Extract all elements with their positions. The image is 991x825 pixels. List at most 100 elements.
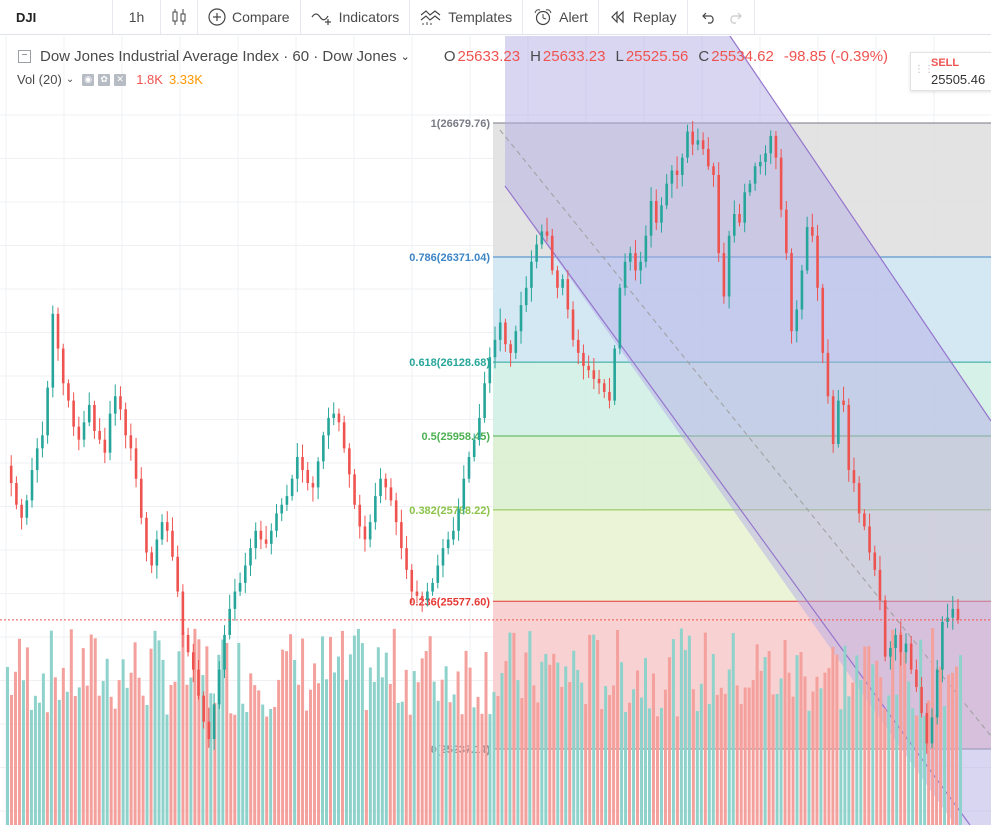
- volume-bar: [237, 643, 241, 825]
- volume-bar: [927, 700, 931, 825]
- volume-bar: [955, 666, 959, 825]
- top-toolbar: DJI 1h Compare Indicators Templates Aler…: [0, 0, 991, 35]
- volume-bar: [540, 661, 544, 825]
- candle-body: [857, 483, 861, 514]
- candle-body: [181, 591, 185, 635]
- chevron-down-icon[interactable]: ⌄: [65, 74, 75, 85]
- volume-bar: [25, 647, 29, 825]
- candle-body: [342, 422, 346, 449]
- replay-button[interactable]: Replay: [599, 0, 688, 34]
- eye-icon[interactable]: ◉: [82, 73, 95, 86]
- compare-button[interactable]: Compare: [198, 0, 301, 34]
- volume-bar: [149, 648, 153, 825]
- volume-bar: [592, 634, 596, 825]
- volume-bar: [935, 714, 939, 825]
- volume-bar: [61, 667, 65, 825]
- redo-button[interactable]: [722, 0, 755, 34]
- chart-pane[interactable]: 1(26679.76) 0.786(26371.04) 0.618(26128.68…: [0, 36, 991, 825]
- volume-bar: [392, 628, 396, 825]
- candle-body: [863, 513, 866, 527]
- candle-body: [25, 500, 29, 518]
- candle-body: [790, 253, 793, 332]
- volume-bar: [839, 709, 843, 825]
- volume-legend: Vol (20) ⌄ ◉ ✿ ✕ 1.8K 3.33K: [17, 72, 203, 87]
- candle-body: [217, 669, 221, 705]
- candle-body: [873, 552, 877, 570]
- volume-bar: [65, 691, 69, 825]
- candle-body: [202, 695, 205, 722]
- chevron-down-icon[interactable]: ⌄: [400, 50, 410, 63]
- close-icon[interactable]: ✕: [114, 73, 127, 86]
- indicators-button[interactable]: Indicators: [301, 0, 411, 34]
- volume-bar: [891, 629, 895, 825]
- volume-bar: [332, 672, 336, 825]
- drag-handle-icon[interactable]: ⋮⋮: [914, 64, 934, 75]
- candle-body: [327, 417, 330, 436]
- volume-bar: [396, 702, 400, 825]
- price-chart[interactable]: 1(26679.76) 0.786(26371.04) 0.618(26128.68…: [0, 36, 991, 825]
- plus-circle-icon: [208, 8, 226, 26]
- volume-bar: [719, 687, 723, 825]
- candle-body: [618, 287, 622, 349]
- volume-bar: [743, 687, 747, 825]
- candle-body: [488, 357, 492, 384]
- candle-body: [415, 591, 419, 596]
- undo-button[interactable]: [688, 0, 722, 34]
- series-title[interactable]: Dow Jones Industrial Average Index · 60 …: [40, 47, 397, 65]
- volume-bar: [217, 654, 221, 825]
- volume-bar: [624, 711, 628, 825]
- chart-style-button[interactable]: [161, 0, 198, 34]
- candle-body: [738, 214, 741, 223]
- candle-body: [223, 634, 226, 670]
- volume-bar: [229, 713, 233, 825]
- volume-bar: [947, 674, 951, 825]
- gear-icon[interactable]: ✿: [98, 73, 111, 86]
- candle-body: [249, 548, 252, 566]
- volume-bar: [165, 714, 169, 825]
- candle-body: [20, 504, 23, 518]
- volume-bar: [49, 630, 53, 825]
- candlestick-icon: [171, 8, 187, 26]
- sell-button[interactable]: ⋮⋮ SELL 25505.46: [910, 52, 991, 91]
- collapse-legend-button[interactable]: −: [18, 49, 31, 63]
- candle-body: [628, 253, 632, 262]
- volume-bar: [428, 636, 432, 825]
- volume-bar: [795, 655, 799, 825]
- templates-button[interactable]: Templates: [410, 0, 524, 34]
- candle-body: [77, 426, 81, 440]
- candle-body: [930, 717, 934, 744]
- candle-body: [498, 322, 502, 340]
- ohlc-values: O 25633.23 H 25633.23 L 25525.56 C 25534.62 …: [444, 48, 898, 65]
- volume-bar: [408, 714, 412, 825]
- volume-bar: [659, 707, 663, 825]
- candle-body: [920, 687, 923, 714]
- candle-body: [514, 331, 518, 353]
- candle-body: [540, 231, 544, 245]
- volume-bar: [117, 680, 121, 825]
- volume-bar: [763, 657, 767, 825]
- symbol-search[interactable]: DJI: [0, 0, 113, 34]
- volume-bar: [400, 701, 404, 825]
- candle-body: [634, 253, 637, 271]
- interval-button[interactable]: 1h: [113, 0, 161, 34]
- candle-body: [139, 478, 143, 518]
- volume-bar: [536, 702, 540, 825]
- volume-bar: [85, 685, 89, 825]
- volume-bar: [923, 715, 927, 825]
- candle-body: [254, 530, 258, 549]
- volume-label[interactable]: Vol (20): [17, 72, 62, 87]
- volume-bar: [707, 703, 711, 825]
- volume-bar: [464, 650, 468, 825]
- candle-body: [868, 526, 871, 553]
- alert-button[interactable]: Alert: [523, 0, 599, 34]
- candle-body: [733, 214, 736, 236]
- volume-bar: [647, 708, 651, 825]
- candle-body: [670, 170, 674, 184]
- volume-bar: [699, 683, 703, 825]
- volume-bar: [105, 658, 109, 825]
- volume-bar: [616, 630, 620, 825]
- volume-bar: [596, 640, 600, 825]
- candle-body: [93, 404, 96, 431]
- volume-bar: [340, 630, 344, 825]
- candle-body: [191, 652, 195, 670]
